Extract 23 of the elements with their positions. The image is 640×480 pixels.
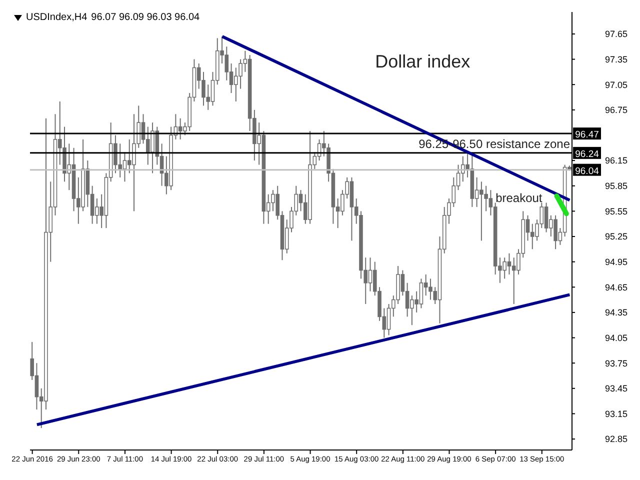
chart-subtitle: 96.07 96.09 96.03 96.04: [91, 12, 200, 23]
y-tick-label: 93.15: [605, 408, 628, 419]
y-tick-label: 94.05: [605, 332, 628, 343]
y-tick-label: 94.65: [605, 282, 628, 292]
y-tick-label: 96.75: [605, 105, 628, 116]
y-tick-label: 95.25: [605, 232, 628, 242]
y-tick-label: 95.55: [605, 206, 628, 216]
y-tick-label: 92.85: [605, 434, 628, 444]
y-tick-label: 97.65: [605, 29, 628, 40]
y-tick-label: 97.35: [605, 54, 628, 64]
annotation: breakout: [496, 190, 543, 205]
y-tick-label: 94.95: [605, 257, 628, 267]
y-tick-label: 93.45: [605, 384, 628, 394]
y-tick-label: 97.05: [605, 80, 628, 90]
annotation: Dollar index: [375, 52, 470, 72]
y-tick-label: 95.85: [605, 181, 628, 192]
y-tick-label: 93.75: [605, 358, 628, 368]
y-tick-label: 96.15: [605, 156, 628, 166]
y-tick-label: 94.35: [605, 308, 628, 318]
ref-line-label: 96.04: [575, 166, 599, 177]
chart-title: USDIndex,H4: [26, 12, 88, 23]
ref-line-label: 96.24: [575, 148, 599, 160]
ref-line-label: 96.47: [575, 130, 599, 141]
